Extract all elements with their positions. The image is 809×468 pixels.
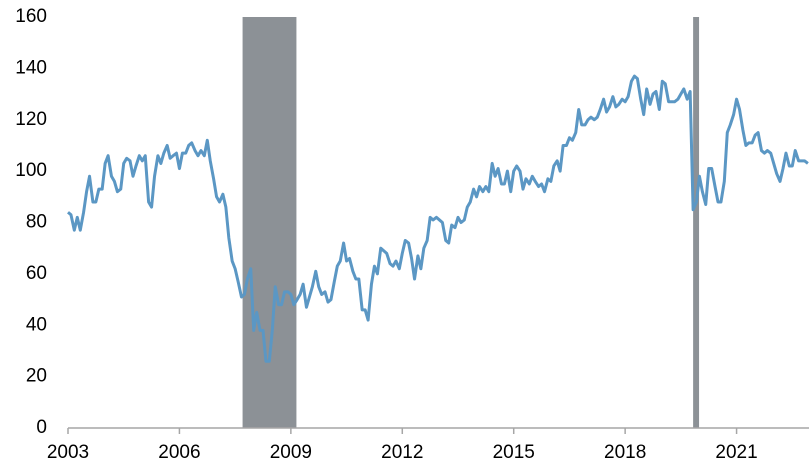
x-tick-label: 2012 (381, 442, 423, 463)
x-tick-label: 2018 (604, 442, 646, 463)
x-tick-label: 2003 (47, 442, 89, 463)
x-tick-label: 2021 (715, 442, 757, 463)
y-tick-label: 140 (15, 57, 47, 78)
recession-shade (242, 17, 297, 428)
y-tick-label: 20 (26, 366, 47, 387)
data-line (67, 74, 809, 363)
y-tick-label: 160 (15, 6, 47, 27)
y-tick-label: 80 (26, 212, 47, 233)
y-tick-label: 60 (26, 263, 47, 284)
y-tick-label: 40 (26, 314, 47, 335)
x-tick-label: 2015 (493, 442, 535, 463)
x-tick-label: 2009 (270, 442, 312, 463)
x-tick-label: 2006 (158, 442, 200, 463)
y-tick-label: 100 (15, 160, 47, 181)
y-tick-label: 120 (15, 109, 47, 130)
y-tick-label: 0 (36, 417, 47, 438)
recession-shade (693, 17, 700, 428)
